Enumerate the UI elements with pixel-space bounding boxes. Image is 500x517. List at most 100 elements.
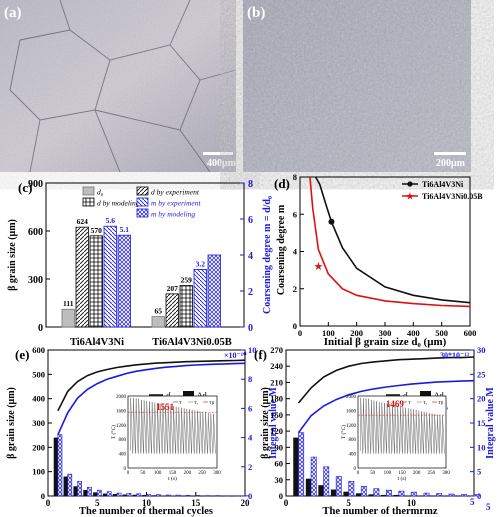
inset-xtick-label: 150 (169, 471, 177, 476)
inset-legend-label: T (179, 400, 182, 405)
delta-d-bar (330, 489, 337, 496)
delta-d-bar (456, 495, 462, 496)
delta-m-bar (473, 494, 480, 497)
inset-ytick-label: 400 (349, 453, 357, 458)
delta-m-bar (146, 494, 151, 497)
f-y2unit: 30*10⁻¹³ (440, 351, 470, 360)
c-bar (89, 235, 103, 328)
c-bar (165, 293, 179, 328)
c-bar (61, 308, 75, 328)
inset-xtick-label: 200 (184, 471, 192, 476)
c-data-label: 5.1 (120, 225, 130, 234)
panel-e-label: (e) (15, 347, 29, 362)
c-legend-label: d by experiment (151, 188, 200, 197)
c-category-label: Ti6Al4V3Ni0.05B (152, 337, 231, 348)
c-legend-swatch (82, 197, 95, 207)
micrograph-a: (a) 400μm (0, 0, 237, 173)
delta-m-bar (57, 434, 63, 497)
y2tick-label: 30 (477, 345, 486, 355)
delta-m-bar (310, 456, 317, 497)
chart-e: (e) 0510152001002003004005006000246810dM… (6, 345, 279, 517)
c-bar (151, 316, 165, 328)
d-legend-label: Ti6Al4V3Ni0.05B (422, 192, 483, 201)
d-xtick-label: 500 (435, 328, 448, 338)
xtick-label: 0 (284, 498, 289, 508)
inset-temperature-curve (360, 397, 445, 454)
inset-ytick-label: 2000 (116, 395, 127, 400)
y2tick-label: 25 (477, 369, 486, 379)
delta-m-bar (298, 432, 305, 497)
delta-m-bar (165, 494, 171, 497)
delta-m-bar (67, 473, 73, 497)
inset-legend-label: T (408, 400, 411, 405)
inset-xtick-label: 100 (154, 471, 162, 476)
d-ylabel: Coarsening degree m (276, 204, 287, 295)
c-data-label: 207 (167, 284, 179, 293)
d-xtick-label: 100 (322, 328, 335, 338)
y2tick-label: 15 (477, 418, 486, 428)
d-xtick-label: 300 (379, 328, 392, 338)
ytick-label: 210 (270, 377, 283, 387)
legend-d: Ti6Al4V3Ni ★ Ti6Al4V3Ni0.05B (402, 180, 483, 203)
d-series-line (309, 176, 471, 308)
c-bar (117, 234, 131, 328)
ytick-label: 0 (41, 491, 45, 501)
c-legend-label: m by modeling (151, 210, 195, 219)
inset-xtick-label: 250 (428, 471, 436, 476)
delta-d-bar (73, 486, 78, 496)
ytick-label: 150 (270, 410, 283, 420)
f-xlabel: The number of thermrmz (323, 506, 438, 517)
c-y2label: Coarsening degree m = d/d₀ (262, 196, 273, 314)
d-ytick-label: 4 (293, 247, 298, 257)
legend-swatch-dd (420, 391, 431, 398)
c-ytick-label: 600 (28, 227, 43, 238)
delta-m-bar (175, 494, 181, 497)
delta-d-bar (142, 495, 147, 496)
f-ylabel: β grain size (μm) (260, 387, 271, 459)
delta-m-bar (423, 492, 430, 497)
inset-ylabel: T (°C) (340, 425, 347, 439)
c-data-label: 259 (181, 276, 193, 285)
scale-text-b: 200μm (436, 158, 466, 169)
panel-b-label: (b) (247, 5, 265, 21)
inset-annotation: 1551 (156, 402, 175, 412)
ytick-label: 90 (275, 442, 284, 452)
legend-label-d: d (166, 390, 171, 400)
xtick-label: 10 (142, 498, 152, 508)
c-legend-swatch (136, 186, 149, 196)
delta-d-bar (122, 494, 127, 496)
d-xlabel: Initial β grain size d₀ (μm) (324, 336, 447, 348)
xtick-label: 5 (346, 498, 351, 508)
c-bar (207, 254, 221, 328)
f-extra-label-2: 5 (486, 502, 491, 512)
c-legend-swatch (136, 208, 149, 218)
c-data-label: 570 (91, 226, 103, 235)
d-ytick-label: 0 (293, 321, 297, 331)
scale-text-a: 400μm (207, 158, 237, 169)
c-legend-swatch (136, 197, 149, 207)
delta-d-bar (132, 494, 137, 496)
chart-f: (f) 051003060901201501802102402700510152… (254, 345, 496, 517)
delta-d-bar (468, 495, 474, 496)
d-point-circle (328, 218, 335, 225)
inset-ytick-label: 800 (349, 438, 357, 443)
panel-d-label: (d) (274, 176, 290, 191)
inset-ytick-label: 400 (119, 453, 127, 458)
d-xtick-label: 600 (464, 328, 477, 338)
inset-xtick-label: 100 (384, 471, 392, 476)
micrograph-b: (b) 200μm (243, 0, 471, 172)
c-bar (193, 268, 207, 328)
c-legend-label: m by experiment (151, 199, 201, 208)
ytick-label: 100 (32, 467, 45, 477)
xtick-label: 20 (241, 498, 251, 508)
inset-annotation: 1469 (386, 399, 405, 409)
ytick-label: 30 (275, 475, 284, 485)
c-data-label: 111 (63, 299, 74, 308)
d-line (57, 359, 246, 412)
e-ylabel: β grain size (μm) (6, 387, 17, 459)
delta-m-bar (106, 491, 112, 497)
chart-c: (c) 0 300 600 900 0 2 4 6 8 111 65 624 207 570 259 5.… (7, 179, 273, 348)
inset-ytick-label: 2000 (346, 395, 357, 400)
c-y2tick-label: 6 (248, 215, 253, 226)
